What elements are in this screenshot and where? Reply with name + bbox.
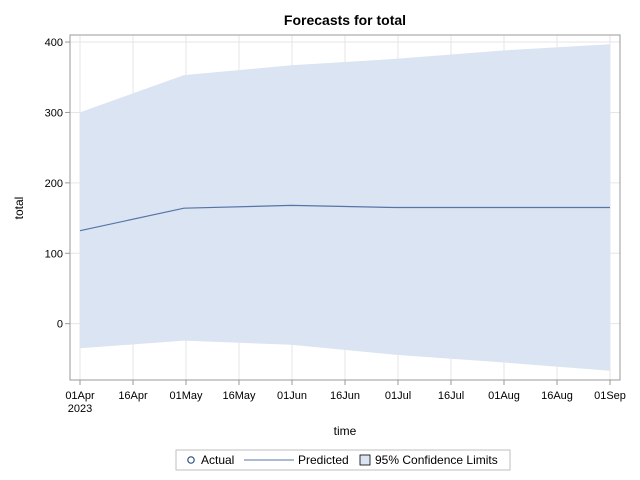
predicted-line-layer bbox=[79, 204, 610, 232]
x-axis-label: time bbox=[334, 424, 357, 438]
x-tick-label: 01Apr bbox=[65, 390, 95, 402]
x-tick-label: 01Jun bbox=[277, 390, 307, 402]
y-axis: 0 100 200 300 400 bbox=[45, 37, 70, 331]
confidence-band-layer bbox=[80, 44, 610, 371]
x-tick-label: 16May bbox=[222, 390, 256, 402]
y-tick-label: 200 bbox=[45, 178, 63, 190]
x-axis: 01Apr 16Apr 01May 16May 01Jun 16Jun 01Jul 16Jul… bbox=[65, 380, 626, 402]
legend-actual-marker bbox=[187, 456, 195, 464]
x-tick-label: 16Jun bbox=[330, 390, 360, 402]
x-tick-label: 16Apr bbox=[118, 390, 148, 402]
legend-predicted-label: Predicted bbox=[298, 453, 349, 467]
legend-frame bbox=[175, 449, 511, 471]
x-tick-label: 01May bbox=[169, 390, 203, 402]
y-tick-label: 0 bbox=[57, 319, 63, 331]
legend-actual-label: Actual bbox=[201, 453, 234, 467]
chart-title: Forecasts for total bbox=[284, 12, 406, 28]
x-tick-label: 01Sep bbox=[594, 390, 626, 402]
y-tick-label: 400 bbox=[45, 37, 63, 49]
predicted-line bbox=[79, 204, 610, 232]
legend-ci-swatch bbox=[359, 454, 371, 466]
x-tick-label: 01Jul bbox=[385, 390, 411, 402]
y-axis-label: total bbox=[12, 197, 26, 220]
legend-ci-label: 95% Confidence Limits bbox=[375, 453, 498, 467]
x-tick-label: 01Aug bbox=[488, 390, 520, 402]
x-tick-label: 16Aug bbox=[541, 390, 573, 402]
y-tick-label: 300 bbox=[45, 107, 63, 119]
x-tick-year-label: 2023 bbox=[68, 403, 92, 415]
y-tick-label: 100 bbox=[45, 248, 63, 260]
confidence-band bbox=[80, 44, 610, 371]
legend: Actual Predicted 95% Confidence Limits bbox=[175, 449, 511, 471]
x-tick-label: 16Jul bbox=[438, 390, 464, 402]
